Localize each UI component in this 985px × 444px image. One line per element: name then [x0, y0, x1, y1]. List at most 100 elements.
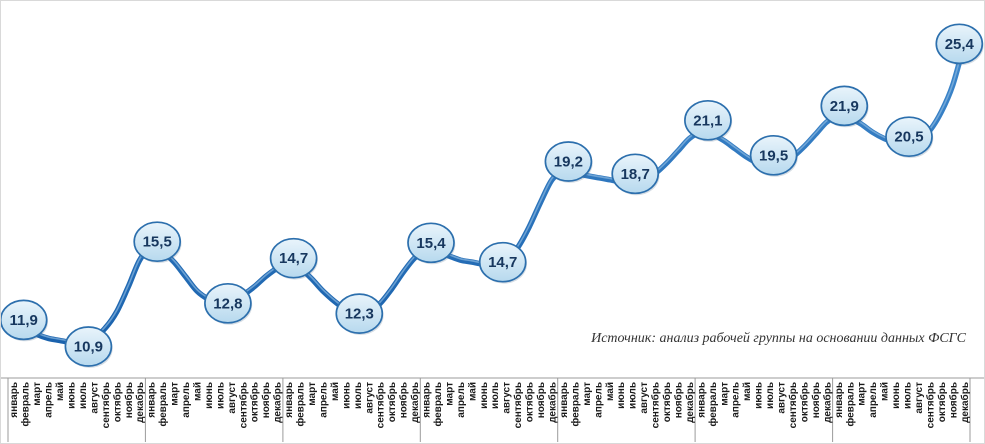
bubble-circle	[335, 293, 384, 334]
data-point-bubble: 15,4	[407, 222, 456, 265]
x-axis-month-label: август	[639, 382, 650, 414]
x-axis-month-label: апрель	[44, 382, 55, 418]
bubble-value: 25,4	[945, 36, 975, 53]
x-axis-month-label: октябрь	[386, 382, 398, 422]
bubble-value: 15,4	[416, 235, 446, 252]
data-point-bubble: 21,9	[820, 85, 869, 128]
bubble-value: 20,5	[894, 129, 923, 146]
x-axis-month-label: сентябрь	[100, 382, 112, 428]
trend-line-highlight	[13, 42, 966, 343]
x-axis-month-label: сентябрь	[237, 382, 249, 428]
x-axis-month-label: ноябрь	[673, 382, 685, 418]
x-axis-month-label: ноябрь	[260, 382, 272, 418]
x-axis-month-label: ноябрь	[123, 382, 135, 418]
x-axis-month-label: апрель	[181, 382, 192, 418]
x-axis-month-label: февраль	[844, 382, 856, 427]
x-axis-month-label: апрель	[593, 382, 604, 418]
trend-line	[10, 41, 968, 346]
data-point-bubble: 12,8	[204, 282, 253, 325]
bubble-circle	[133, 221, 182, 263]
bubble-circle	[611, 153, 660, 195]
x-axis-month-label: август	[89, 382, 100, 414]
bubble-circle	[407, 222, 455, 264]
bubble-value: 10,9	[74, 339, 103, 356]
x-axis-month-label: август	[502, 382, 513, 414]
x-axis-month-label: декабрь	[134, 382, 146, 423]
data-point-bubble: 12,3	[335, 293, 384, 335]
bubble-circle	[885, 116, 933, 158]
bubble-value: 15,5	[143, 234, 172, 251]
bubble-value: 11,9	[10, 312, 38, 329]
x-axis-month-label: июнь	[754, 382, 765, 409]
x-axis-month-label: март	[719, 382, 730, 406]
x-axis-month-label: октябрь	[661, 382, 673, 422]
x-axis-month-label: июнь	[204, 382, 215, 409]
x-axis-month-label: ноябрь	[398, 382, 410, 418]
x-axis-month-label: август	[227, 382, 238, 414]
bubble-value: 12,8	[213, 295, 242, 312]
bubble-value: 14,7	[279, 250, 308, 267]
x-axis-month-label: декабрь	[684, 382, 696, 423]
x-axis-month-label: январь	[284, 382, 295, 418]
x-axis-month-label: октябрь	[798, 382, 810, 422]
x-axis-month-label: март	[857, 382, 868, 406]
x-axis-month-label: сентябрь	[650, 382, 662, 428]
x-axis-month-label: январь	[147, 382, 158, 418]
bubble-value: 21,9	[830, 98, 859, 115]
x-axis-month-label: январь	[9, 382, 20, 418]
data-point-bubble: 18,7	[611, 153, 660, 196]
bubble-circle	[544, 141, 593, 182]
data-point-bubble: 25,4	[935, 23, 984, 66]
x-axis-month-label: август	[777, 382, 788, 414]
x-axis-month-label: сентябрь	[924, 382, 936, 428]
x-axis-month-label: май	[330, 382, 341, 401]
x-axis-month-label: сентябрь	[512, 382, 524, 428]
data-point-bubble: 14,7	[269, 237, 318, 280]
x-axis-month-label: октябрь	[524, 382, 536, 422]
x-axis-month-label: март	[307, 382, 318, 406]
x-axis-month-label: октябрь	[249, 382, 261, 422]
x-axis-month-label: декабрь	[959, 382, 971, 423]
x-axis-month-label: февраль	[569, 382, 581, 427]
x-axis-month-label: октябрь	[936, 382, 948, 422]
bubble-circle	[820, 85, 869, 127]
x-axis-month-label: март	[582, 382, 593, 406]
data-point-bubble: 15,5	[133, 221, 182, 264]
x-axis-month-label: февраль	[295, 382, 307, 427]
x-axis-month-label: апрель	[456, 382, 467, 418]
x-axis-month-label: декабрь	[547, 382, 559, 423]
x-axis-month-label: апрель	[868, 382, 879, 418]
x-axis-month-label: июль	[628, 382, 639, 409]
x-axis-month-label: январь	[559, 382, 570, 418]
x-axis-month-label: июнь	[891, 382, 902, 409]
x-axis-month-label: июль	[215, 382, 226, 409]
x-axis-month-label: апрель	[318, 382, 329, 418]
data-point-bubble: 11,9	[1, 299, 48, 342]
x-axis-month-label: май	[467, 382, 478, 401]
x-axis-month-label: ноябрь	[810, 382, 822, 418]
x-axis-month-label: июль	[353, 382, 364, 409]
x-axis-month-label: июль	[765, 382, 776, 409]
bubble-circle	[684, 99, 732, 141]
x-axis-month-label: май	[880, 382, 891, 401]
x-axis-month-label: январь	[696, 382, 707, 418]
x-axis-month-label: июнь	[67, 382, 78, 409]
x-axis-month-label: август	[364, 382, 375, 414]
bubble-circle	[478, 241, 527, 283]
data-point-bubble: 20,5	[885, 116, 934, 159]
x-axis-month-label: июнь	[479, 382, 490, 409]
x-axis-month-label: апрель	[731, 382, 742, 418]
data-point-bubble: 19,2	[544, 141, 593, 183]
x-axis-month-label: сентябрь	[787, 382, 799, 428]
x-axis-month-label: май	[742, 382, 753, 401]
x-axis-month-label: февраль	[20, 382, 32, 427]
source-note: Источник: анализ рабочей группы на основ…	[591, 331, 966, 346]
x-axis-month-label: июнь	[341, 382, 352, 409]
bubble-value: 18,7	[621, 166, 650, 183]
x-axis-month-label: ноябрь	[535, 382, 547, 418]
x-axis-month-label: февраль	[707, 382, 719, 427]
x-axis-month-label: февраль	[157, 382, 169, 427]
x-axis-month-label: июль	[490, 382, 501, 409]
x-axis-month-label: май	[605, 382, 616, 401]
